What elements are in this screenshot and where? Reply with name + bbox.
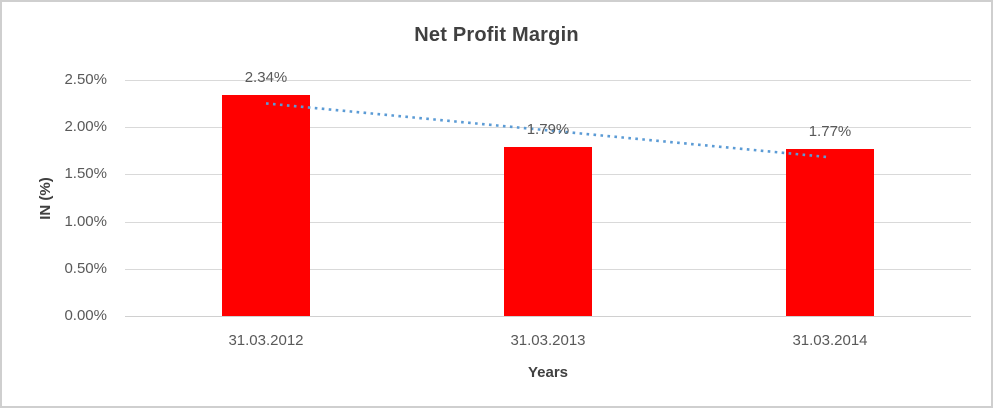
y-tick-label: 2.00%: [64, 118, 107, 136]
bar-31.03.2014: [786, 148, 874, 316]
chart-title: Net Profit Margin: [414, 24, 579, 46]
x-axis-title: Years: [527, 364, 569, 381]
gridline: [125, 316, 971, 317]
bar-data-label: 1.77%: [808, 122, 852, 140]
bar-31.03.2013: [504, 147, 592, 316]
x-category-label: 31.03.2012: [228, 332, 304, 349]
y-tick-label: 1.00%: [64, 212, 107, 230]
bar-31.03.2012: [222, 95, 310, 316]
bar-data-label: 1.79%: [526, 121, 570, 138]
y-tick-label: 2.50%: [64, 71, 107, 88]
y-tick-label: 0.50%: [64, 259, 107, 277]
bar-data-label: 2.34%: [244, 69, 288, 87]
plot-area: [125, 80, 971, 317]
x-category-label: 31.03.2014: [792, 332, 868, 349]
y-tick-label: 0.00%: [64, 307, 107, 324]
y-tick-label: 1.50%: [64, 165, 107, 183]
y-axis-title-wrap: IN (%): [30, 80, 60, 316]
gridline: [125, 80, 971, 81]
x-category-label: 31.03.2013: [510, 332, 586, 349]
